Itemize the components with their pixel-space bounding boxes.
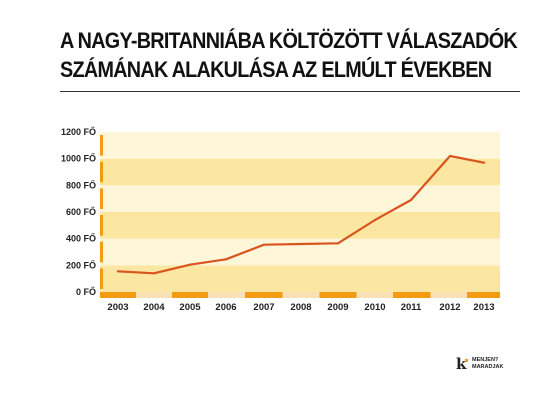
logo-text: MENJEN? MARADJAK — [472, 357, 503, 371]
data-point — [336, 242, 340, 245]
y-tick-label: 1200 FŐ — [61, 126, 96, 137]
data-point — [116, 270, 120, 273]
x-axis-band-segment — [467, 292, 500, 298]
data-point — [188, 263, 192, 266]
title-line-1: A NAGY-BRITANNIÁBA KÖLTÖZÖTT VÁLASZADÓK — [60, 28, 518, 53]
title-divider — [60, 91, 520, 92]
data-point — [299, 242, 303, 246]
y-tick-label: 800 FŐ — [66, 179, 96, 190]
data-point — [262, 243, 266, 246]
x-tick-label: 2013 — [473, 302, 494, 313]
x-axis-band-segment — [100, 292, 136, 298]
y-axis-accent — [100, 268, 103, 289]
logo-dot-icon — [465, 359, 468, 362]
data-point — [448, 154, 452, 158]
logo-mark: k — [456, 355, 467, 373]
x-tick-label: 2012 — [439, 302, 460, 313]
x-axis-band-segment — [245, 292, 283, 298]
title-line-2: SZÁMÁNAK ALAKULÁSA AZ ELMÚLT ÉVEKBEN — [60, 57, 492, 82]
x-axis-band-segment — [172, 292, 208, 298]
chart-title: A NAGY-BRITANNIÁBA KÖLTÖZÖTT VÁLASZADÓK … — [60, 26, 518, 84]
grid-band — [100, 132, 500, 159]
x-axis-band-segment — [393, 292, 431, 298]
x-axis-band-segment — [430, 292, 467, 298]
grid-band — [100, 185, 500, 212]
x-axis-band-segment — [136, 292, 172, 298]
grid-band — [100, 238, 500, 266]
data-point — [409, 198, 413, 202]
x-tick-label: 2010 — [364, 302, 385, 313]
data-point — [482, 161, 486, 164]
y-axis-accent — [100, 135, 103, 156]
y-axis-accent — [100, 241, 103, 263]
grid-band — [100, 158, 500, 186]
x-tick-label: 2003 — [107, 302, 128, 313]
data-point — [152, 272, 156, 275]
y-tick-label: 0 FŐ — [76, 286, 96, 297]
x-tick-label: 2009 — [327, 302, 348, 313]
y-tick-label: 200 FŐ — [66, 259, 96, 270]
x-tick-label: 2005 — [179, 302, 201, 313]
x-axis-band-segment — [282, 292, 320, 298]
grid-band — [100, 212, 500, 239]
data-point — [373, 218, 377, 222]
y-tick-label: 400 FŐ — [66, 233, 96, 244]
x-tick-label: 2008 — [290, 302, 311, 313]
y-tick-label: 1000 FŐ — [61, 153, 96, 164]
y-axis-accent — [100, 188, 103, 209]
x-tick-label: 2007 — [253, 302, 274, 313]
x-axis-band-segment — [356, 292, 393, 298]
grid-band — [100, 265, 500, 292]
logo-line-2: MARADJAK — [472, 364, 504, 370]
data-point — [224, 258, 228, 261]
logo-line-1: MENJEN? — [472, 357, 499, 363]
y-axis-accent — [100, 215, 103, 236]
x-tick-label: 2006 — [215, 302, 236, 313]
x-axis-band-segment — [208, 292, 245, 298]
x-tick-label: 2004 — [143, 302, 165, 313]
y-axis-accent — [100, 161, 103, 183]
y-tick-label: 600 FŐ — [66, 206, 96, 217]
x-axis-band-segment — [319, 292, 357, 298]
x-tick-label: 2011 — [401, 302, 422, 313]
